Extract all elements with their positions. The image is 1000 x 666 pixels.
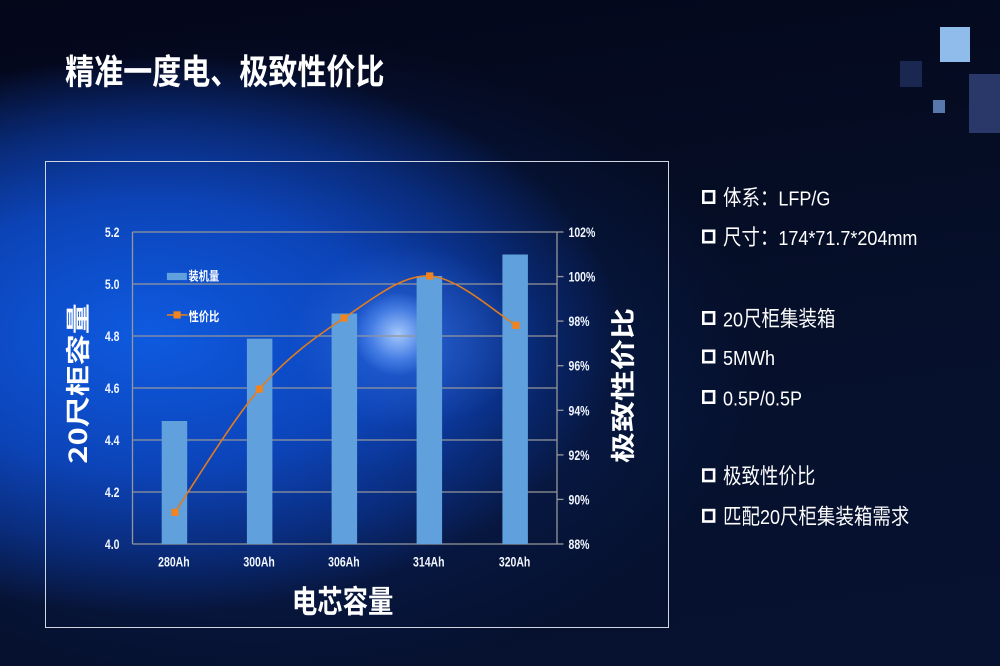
svg-text:5.2: 5.2 [105, 225, 120, 241]
svg-text:90%: 90% [569, 492, 590, 508]
svg-text:4.0: 4.0 [105, 537, 120, 553]
svg-text:300Ah: 300Ah [243, 554, 274, 570]
svg-text:94%: 94% [569, 403, 590, 419]
svg-text:102%: 102% [569, 225, 596, 241]
svg-text:320Ah: 320Ah [499, 554, 530, 570]
svg-text:LFP/G: LFP/G [778, 188, 830, 210]
svg-text:88%: 88% [569, 537, 590, 553]
svg-text:306Ah: 306Ah [328, 554, 359, 570]
svg-text:280Ah: 280Ah [158, 554, 189, 570]
svg-text:0.5P/0.5P: 0.5P/0.5P [723, 388, 802, 410]
svg-text:98%: 98% [569, 314, 590, 330]
svg-text:4.6: 4.6 [105, 381, 120, 397]
svg-text:92%: 92% [569, 447, 590, 463]
svg-text:20: 20 [723, 309, 743, 331]
svg-text:5MWh: 5MWh [723, 348, 775, 370]
svg-text:5.0: 5.0 [105, 277, 120, 293]
svg-text:174*71.7*204mm: 174*71.7*204mm [778, 228, 917, 250]
svg-text:4.4: 4.4 [105, 433, 120, 449]
svg-text:4.2: 4.2 [105, 485, 120, 501]
svg-text:100%: 100% [569, 269, 596, 285]
svg-text:4.8: 4.8 [105, 329, 120, 345]
svg-text:96%: 96% [569, 358, 590, 374]
svg-text:314Ah: 314Ah [413, 554, 444, 570]
svg-text:20: 20 [760, 507, 780, 529]
